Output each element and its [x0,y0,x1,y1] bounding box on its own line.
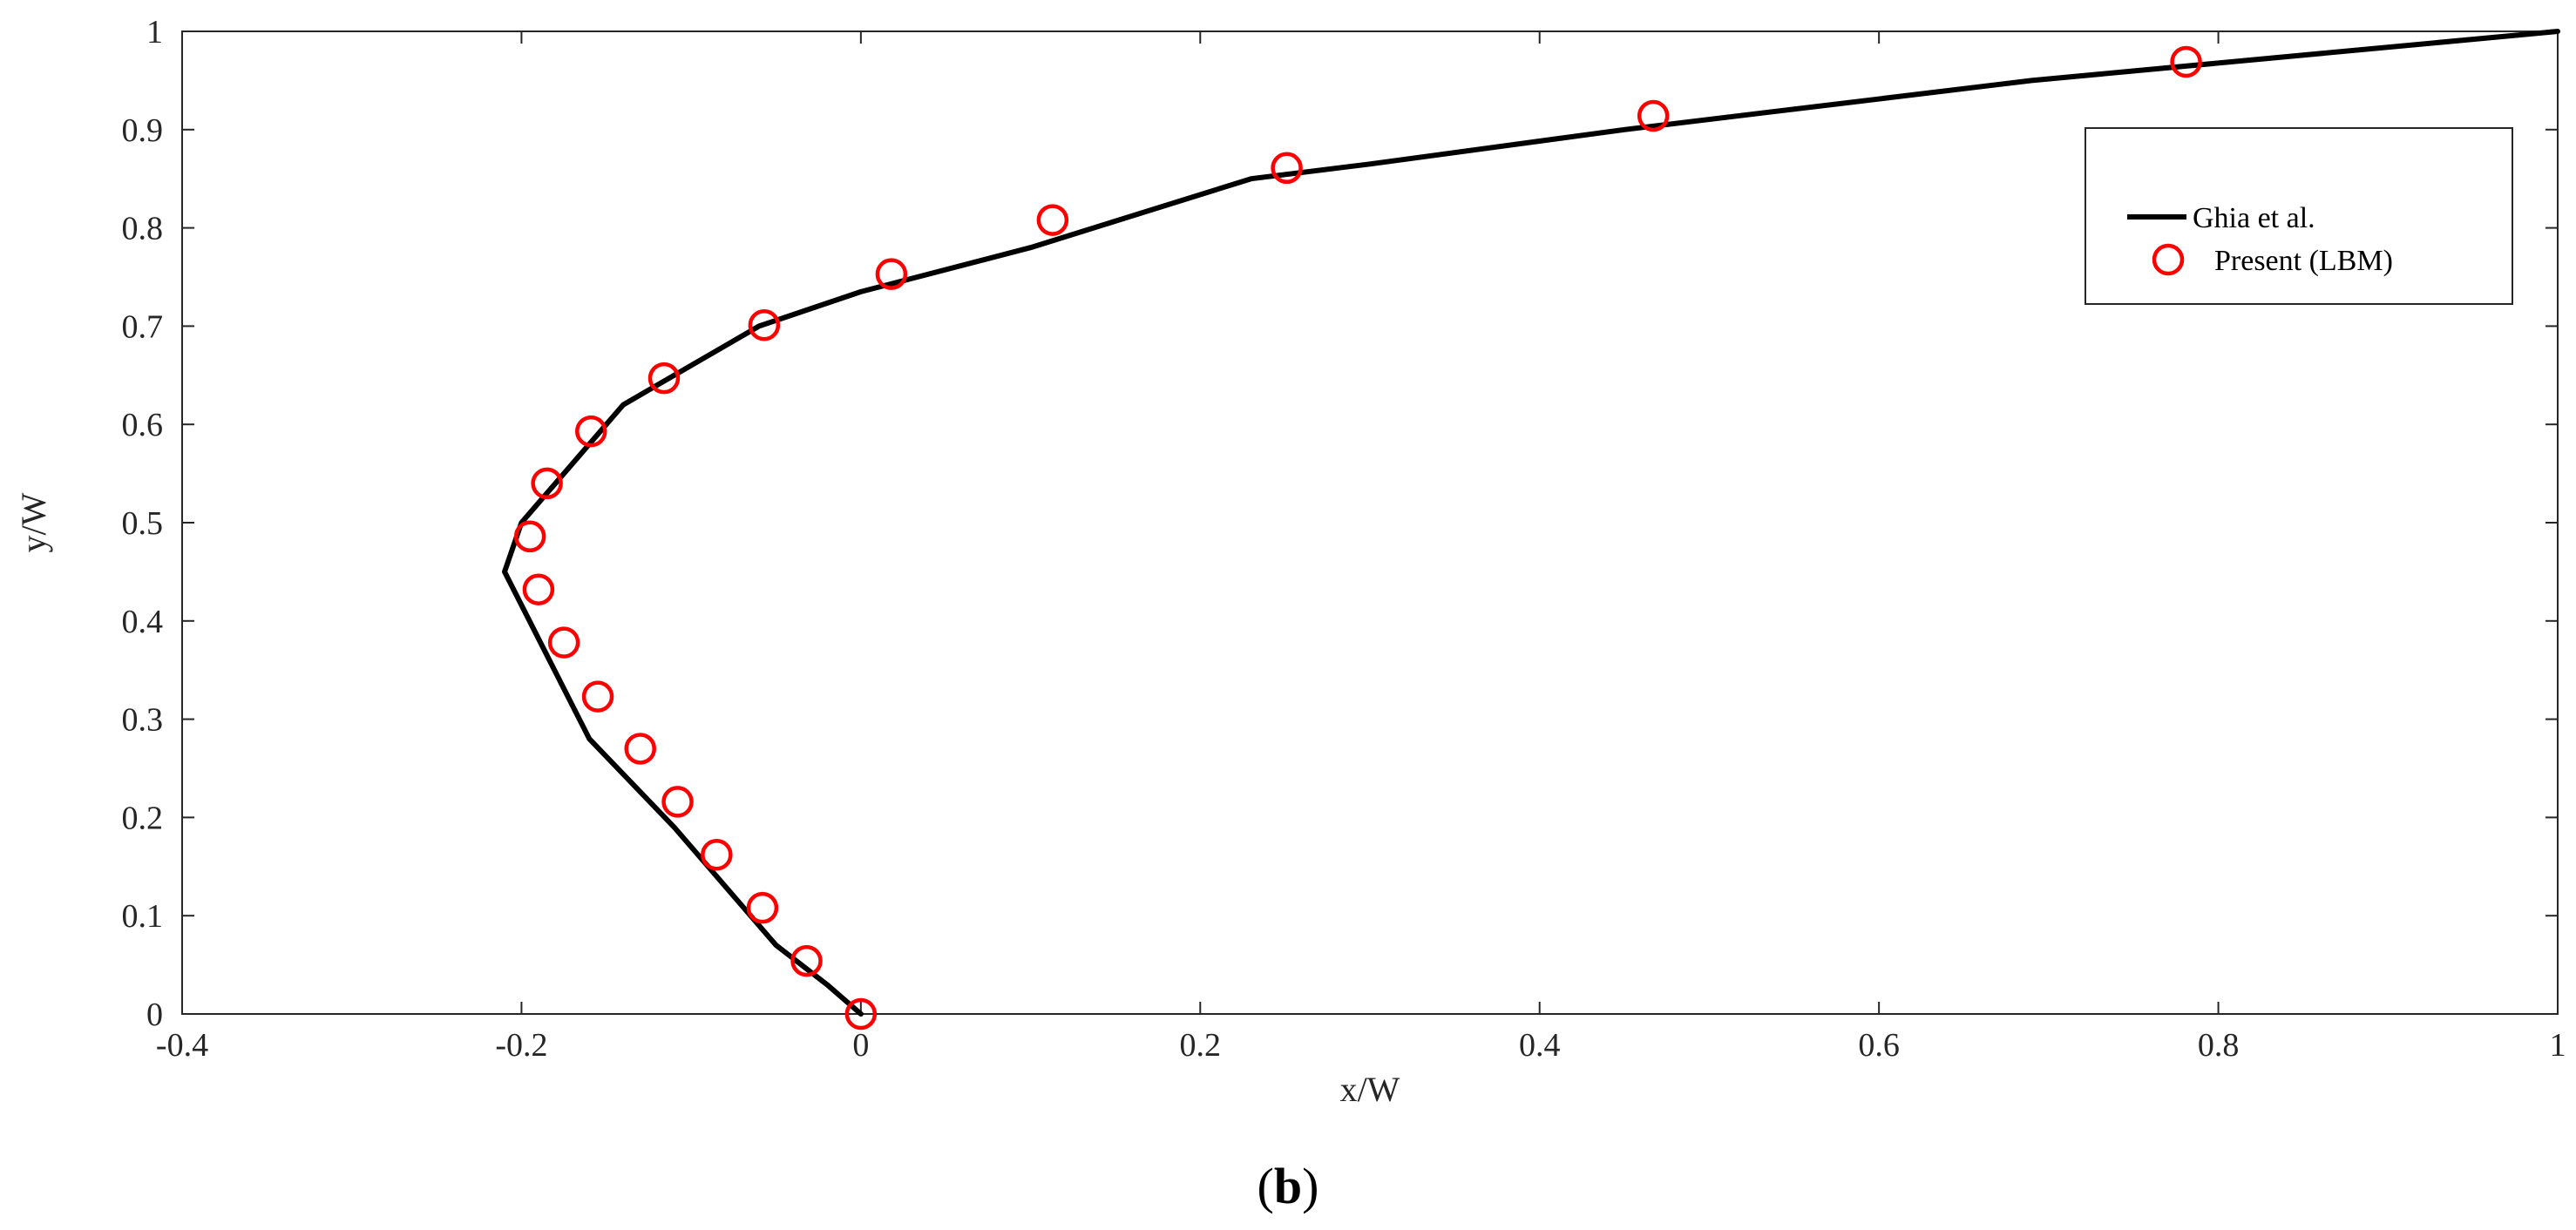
data-point-lbm [624,733,656,765]
data-point-lbm [701,839,733,871]
series-line-ghia [502,29,2560,1017]
data-point-lbm [547,626,580,659]
legend: Ghia et al. Present (LBM) [2085,127,2513,305]
figure-caption: (b) [0,1157,2576,1215]
x-axis-label: x/W [1340,1070,1400,1109]
legend-label-ghia: Ghia et al. [2193,202,2315,234]
data-point-lbm [522,573,555,605]
data-point-lbm [531,467,563,500]
x-tick-label: 0 [852,1027,869,1064]
data-point-lbm [513,520,546,553]
axes-layer: -0.4 -0.2 0 0.2 0.4 0.6 0.8 1 0 0.1 0.2 0.3 0.4 0.5 0.… [14,14,2566,1109]
caption-close: ) [1302,1158,1319,1214]
data-point-lbm [661,786,694,818]
x-tick-label: 1 [2550,1027,2566,1064]
data-point-lbm [1637,99,1670,132]
data-point-lbm [1036,204,1069,236]
x-tick-label: -0.2 [495,1027,547,1064]
caption-letter: b [1273,1158,1303,1214]
x-tick-label: 0.2 [1180,1027,1222,1064]
y-tick-label: 0.1 [122,898,164,935]
y-tick-label: 0.6 [122,407,164,443]
y-tick-label: 0.7 [122,308,164,345]
y-tick-label: 0.4 [122,604,164,640]
x-tick-label: 0.6 [1858,1027,1900,1064]
legend-label-lbm: Present (LBM) [2214,245,2393,277]
y-tick-label: 1 [146,14,163,51]
data-point-lbm [581,680,614,713]
data-point-lbm [647,362,681,395]
x-tick-label: 0.8 [2198,1027,2240,1064]
caption-open: ( [1257,1158,1274,1214]
y-tick-label: 0.3 [122,702,164,739]
data-point-lbm [1271,152,1303,185]
y-tick-label: 0.9 [122,112,164,149]
y-tick-label: 0.5 [122,505,164,542]
series-layer [502,29,2560,1031]
y-tick-label: 0 [146,997,163,1033]
x-tick-label: -0.4 [156,1027,208,1064]
y-tick-label: 0.8 [122,211,164,247]
data-point-lbm [875,258,908,290]
data-point-lbm [746,891,779,924]
y-tick-label: 0.2 [122,800,164,836]
data-point-lbm [844,997,878,1031]
legend-marker-swatch [2152,243,2185,276]
data-point-lbm [790,944,823,977]
x-tick-label: 0.4 [1519,1027,1561,1064]
y-axis-label: y/W [14,492,53,552]
data-point-lbm [575,415,607,448]
data-point-lbm [748,309,781,341]
data-point-lbm [2170,45,2202,78]
